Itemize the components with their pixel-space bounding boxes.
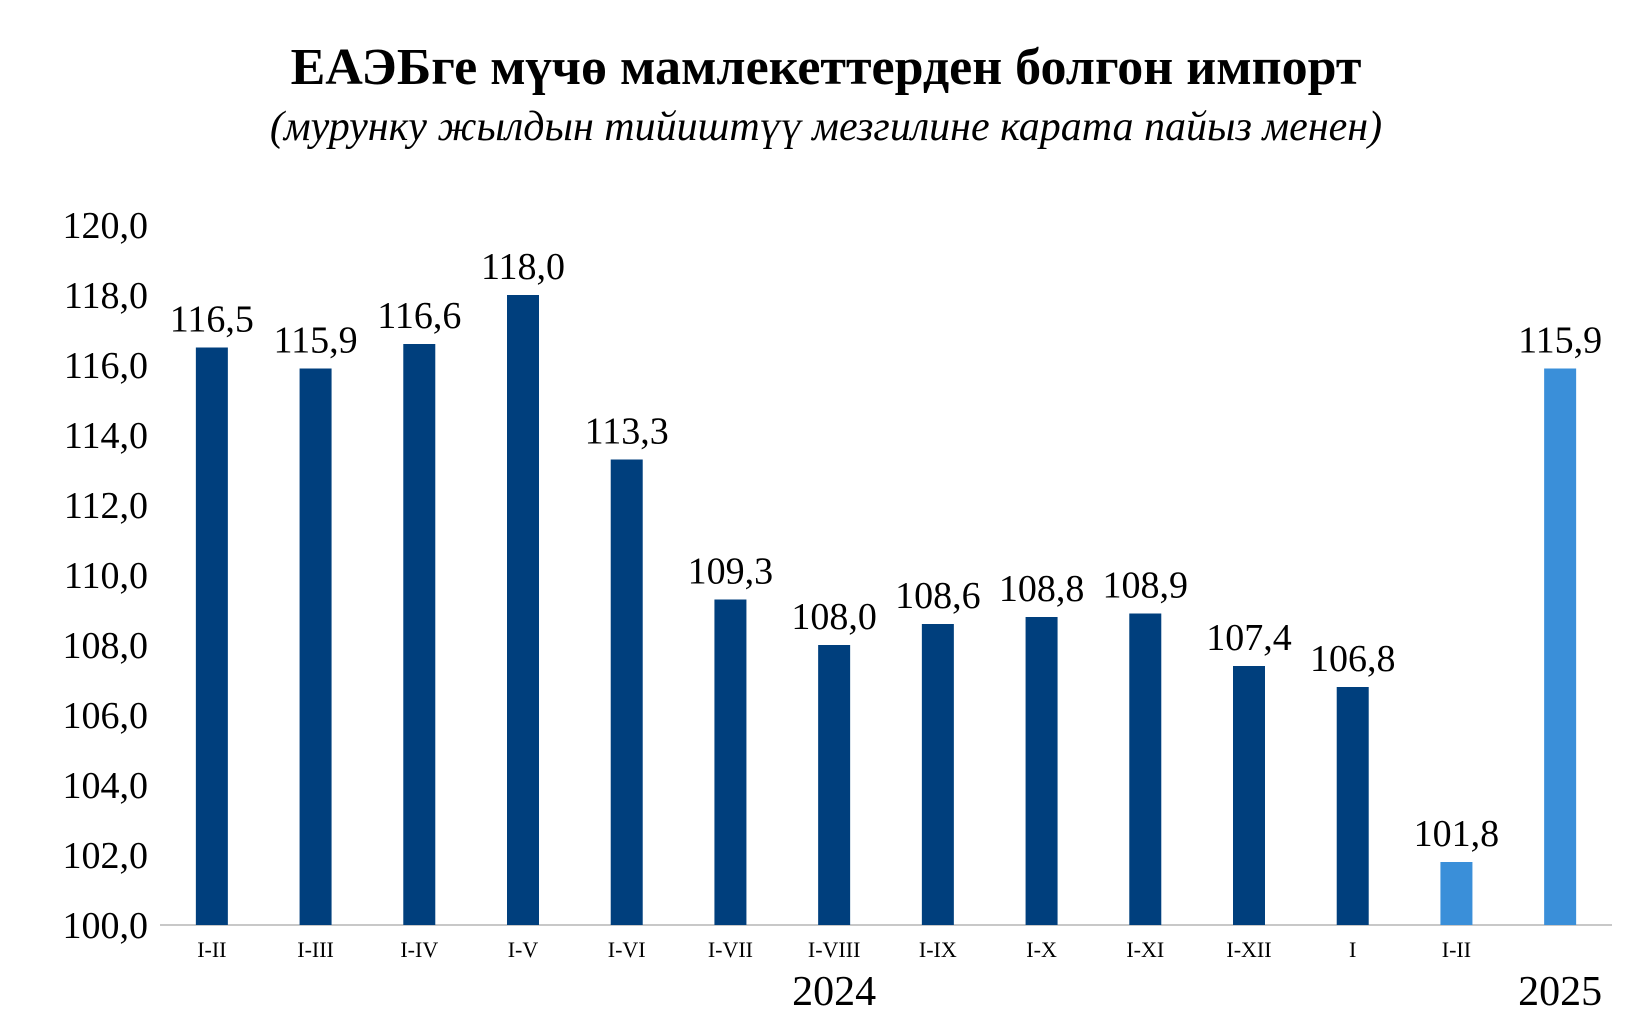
data-label: 108,0 <box>791 596 877 638</box>
data-label: 118,0 <box>481 246 565 288</box>
y-tick-label: 114,0 <box>64 415 148 457</box>
data-label: 113,3 <box>585 411 669 453</box>
data-label: 109,3 <box>688 551 774 593</box>
x-tick-label: I-II <box>197 937 226 962</box>
y-tick-label: 118,0 <box>64 275 148 317</box>
chart-subtitle: (мурунку жылдын тийиштүү мезгилине карат… <box>269 104 1383 150</box>
year-label-2025: 2025 <box>1518 969 1602 1015</box>
data-label: 108,8 <box>999 568 1085 610</box>
data-label: 115,9 <box>1518 320 1602 362</box>
bar <box>299 368 332 925</box>
data-label: 108,6 <box>895 575 981 617</box>
year-label-2024: 2024 <box>792 969 876 1015</box>
x-tick-label: I-V <box>508 937 539 962</box>
x-tick-label: I-X <box>1026 937 1057 962</box>
bar <box>1025 617 1058 925</box>
y-tick-label: 108,0 <box>63 625 149 667</box>
bar <box>195 347 228 925</box>
x-tick-label: I-III <box>297 937 334 962</box>
data-label: 116,5 <box>170 299 254 341</box>
bar <box>818 645 851 925</box>
data-label: 115,9 <box>274 320 358 362</box>
bar <box>507 295 539 925</box>
x-tick-label: I-IV <box>400 937 438 962</box>
bar <box>714 599 747 925</box>
bar <box>1440 862 1473 925</box>
bar <box>1544 368 1577 925</box>
data-label: 107,4 <box>1206 617 1292 659</box>
x-tick-label: I-VI <box>608 937 646 962</box>
y-tick-label: 102,0 <box>63 835 149 877</box>
x-tick-label: I-IX <box>919 937 957 962</box>
y-tick-label: 110,0 <box>64 555 148 597</box>
x-tick-label: I-VIII <box>808 937 861 962</box>
data-label: 101,8 <box>1414 813 1500 855</box>
data-label: 116,6 <box>377 295 461 337</box>
y-tick-label: 106,0 <box>63 695 149 737</box>
x-tick-label: I <box>1349 937 1356 962</box>
y-tick-label: 100,0 <box>63 905 149 947</box>
bar <box>921 624 954 925</box>
y-tick-label: 120,0 <box>63 205 149 247</box>
y-tick-label: 112,0 <box>64 485 148 527</box>
bar <box>403 344 436 925</box>
x-tick-label: I-VII <box>708 937 753 962</box>
y-tick-label: 116,0 <box>64 345 148 387</box>
chart-title: ЕАЭБге мүчө мамлекеттерден болгон импорт <box>290 39 1362 96</box>
bar <box>610 459 643 925</box>
data-label: 108,9 <box>1103 565 1189 607</box>
x-tick-label: I-XI <box>1126 937 1164 962</box>
x-tick-label: I-II <box>1442 937 1471 962</box>
x-tick-label: I-XII <box>1226 937 1271 962</box>
data-label: 106,8 <box>1310 638 1396 680</box>
bar <box>1233 666 1265 925</box>
bar <box>1129 613 1162 925</box>
bar <box>1336 687 1369 925</box>
y-tick-label: 104,0 <box>63 765 149 807</box>
